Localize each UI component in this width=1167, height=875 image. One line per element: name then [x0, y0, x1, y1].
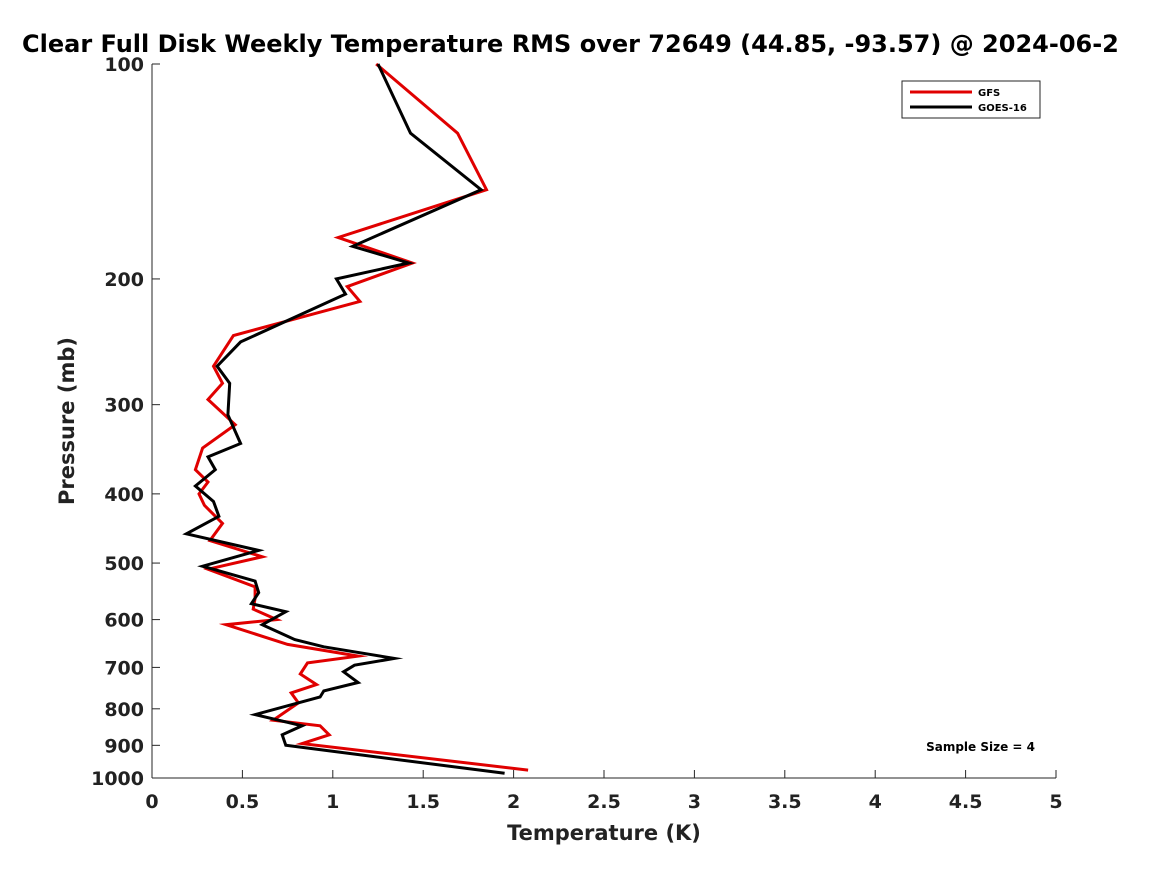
x-tick-label: 1.5 — [406, 791, 440, 813]
y-tick-label: 1000 — [91, 768, 144, 790]
y-tick-label: 500 — [104, 553, 144, 575]
y-tick-label: 900 — [104, 735, 144, 757]
x-tick-label: 3 — [688, 791, 701, 813]
y-tick-label: 600 — [104, 610, 144, 632]
x-tick-label: 5 — [1049, 791, 1062, 813]
series-line-goes-16 — [182, 63, 505, 775]
legend-box — [901, 80, 1041, 119]
x-tick-label: 2 — [507, 791, 520, 813]
y-tick-label: 300 — [104, 395, 144, 417]
y-tick-label: 400 — [104, 484, 144, 506]
plot-lines — [182, 62, 529, 775]
x-tick-label: 2.5 — [587, 791, 621, 813]
y-axis-label: Pressure (mb) — [55, 337, 79, 505]
y-tick-label: 800 — [104, 699, 144, 721]
x-tick-label: 3.5 — [768, 791, 802, 813]
y-tick-label: 700 — [104, 657, 144, 679]
sample-size-note: Sample Size = 4 — [926, 740, 1035, 754]
x-tick-label: 0.5 — [226, 791, 260, 813]
y-tick-label: 200 — [104, 269, 144, 291]
axes: 0 0.5 1 1.5 2 2.5 3 3.5 4 4.5 5 100 200 300 400 500 600 7… — [91, 54, 1063, 813]
legend-label: GOES-16 — [978, 103, 1027, 114]
legend: GFS GOES-16 — [901, 80, 1041, 119]
x-tick-label: 1 — [326, 791, 339, 813]
x-axis-label: Temperature (K) — [507, 821, 701, 845]
x-tick-label: 4.5 — [949, 791, 983, 813]
chart-title: Clear Full Disk Weekly Temperature RMS o… — [22, 30, 1119, 58]
x-tick-label: 4 — [869, 791, 882, 813]
x-tick-label: 0 — [145, 791, 158, 813]
series-line-gfs — [193, 62, 529, 772]
legend-label: GFS — [978, 88, 1000, 99]
y-tick-label: 100 — [104, 54, 144, 76]
